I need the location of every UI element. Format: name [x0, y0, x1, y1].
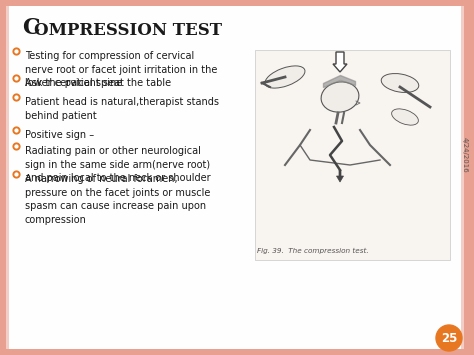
Text: 25: 25 [441, 332, 457, 344]
FancyArrow shape [337, 170, 344, 182]
Text: C: C [22, 17, 40, 39]
Text: A narrowing of neural foramen,
pressure on the facet joints or muscle
spasm can : A narrowing of neural foramen, pressure … [25, 174, 210, 225]
Bar [461, 6, 464, 349]
Ellipse shape [321, 82, 359, 112]
Circle shape [436, 325, 462, 351]
Bar [6, 6, 9, 349]
Ellipse shape [381, 73, 419, 92]
Ellipse shape [392, 109, 419, 125]
Text: Ask the patient seat the table: Ask the patient seat the table [25, 78, 171, 88]
Text: Patient head is natural,therapist stands
behind patient: Patient head is natural,therapist stands… [25, 97, 219, 121]
Text: Testing for compression of cervical
nerve root or facet joint irritation in the
: Testing for compression of cervical nerv… [25, 51, 218, 88]
Bar [255, 50, 450, 260]
Text: Fig. 39.  The compression test.: Fig. 39. The compression test. [257, 248, 369, 254]
Text: 4/24/2016: 4/24/2016 [462, 137, 468, 173]
Text: OMPRESSION TEST: OMPRESSION TEST [34, 22, 222, 39]
FancyArrow shape [333, 52, 347, 72]
Text: Positive sign –: Positive sign – [25, 130, 94, 140]
Text: Radiating pain or other neurological
sign in the same side arm(nerve root)
and p: Radiating pain or other neurological sig… [25, 146, 210, 183]
Ellipse shape [265, 66, 305, 88]
